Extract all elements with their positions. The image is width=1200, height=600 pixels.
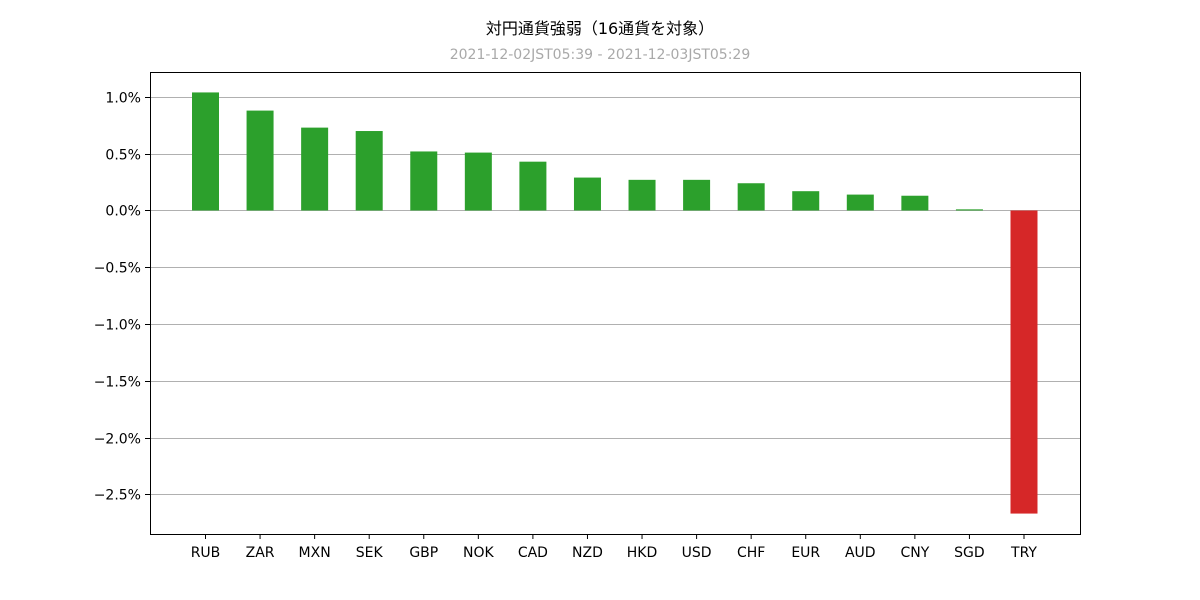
y-tick-label: 0.5%	[105, 148, 141, 164]
x-tick-label: SGD	[954, 545, 985, 561]
y-tick-label: −0.5%	[94, 261, 141, 277]
y-tick-label: −2.0%	[94, 432, 141, 448]
bar-hkd	[628, 179, 656, 211]
bars	[192, 92, 1038, 514]
grid-lines	[150, 97, 1080, 495]
bar-try	[1010, 210, 1038, 514]
bar-usd	[683, 179, 711, 211]
bar-aud	[846, 194, 874, 211]
y-tick-label: −1.5%	[94, 375, 141, 391]
x-tick-label: USD	[682, 545, 712, 561]
bar-eur	[792, 191, 820, 211]
x-tick-label: RUB	[191, 545, 221, 561]
bar-gbp	[410, 151, 438, 211]
bar-rub	[192, 92, 219, 211]
x-tick-label: HKD	[627, 545, 658, 561]
plot-frame	[150, 72, 1081, 535]
x-tick-label: CNY	[900, 545, 929, 561]
bar-sgd	[955, 209, 983, 211]
y-tick-label: 1.0%	[105, 91, 141, 107]
y-tick-label: 0.0%	[105, 204, 141, 220]
x-tick-label: GBP	[409, 545, 438, 561]
x-tick-label: ZAR	[246, 545, 275, 561]
chart-title: 対円通貨強弱（16通貨を対象）	[486, 19, 714, 38]
bar-cny	[901, 195, 929, 211]
x-tick-label: NZD	[572, 545, 603, 561]
bar-chf	[737, 183, 765, 211]
x-tick-label: EUR	[791, 545, 820, 561]
x-tick-label: SEK	[356, 545, 384, 561]
x-tick-label: NOK	[463, 545, 494, 561]
y-tick-label: −2.5%	[94, 488, 141, 504]
bar-sek	[355, 131, 383, 211]
x-tick-label: CAD	[518, 545, 548, 561]
x-axis-ticks: RUB ZAR MXN SEK GBP NOK CAD NZD HKD USD CHF EUR AUD C…	[191, 534, 1037, 561]
x-tick-label: AUD	[845, 545, 876, 561]
x-tick-label: TRY	[1010, 545, 1037, 561]
y-tick-label: −1.0%	[94, 318, 141, 334]
x-tick-label: MXN	[299, 545, 331, 561]
bar-nok	[464, 152, 492, 211]
y-axis-ticks: 1.0% 0.5% 0.0% −0.5% −1.0% −1.5% −2.0% −2.5%	[94, 91, 150, 504]
chart-subtitle: 2021-12-02JST05:39 - 2021-12-03JST05:29	[450, 47, 751, 63]
bar-mxn	[301, 127, 329, 211]
bar-zar	[246, 110, 274, 211]
bar-cad	[519, 161, 547, 211]
x-tick-label: CHF	[737, 545, 765, 561]
bar-nzd	[573, 177, 601, 211]
